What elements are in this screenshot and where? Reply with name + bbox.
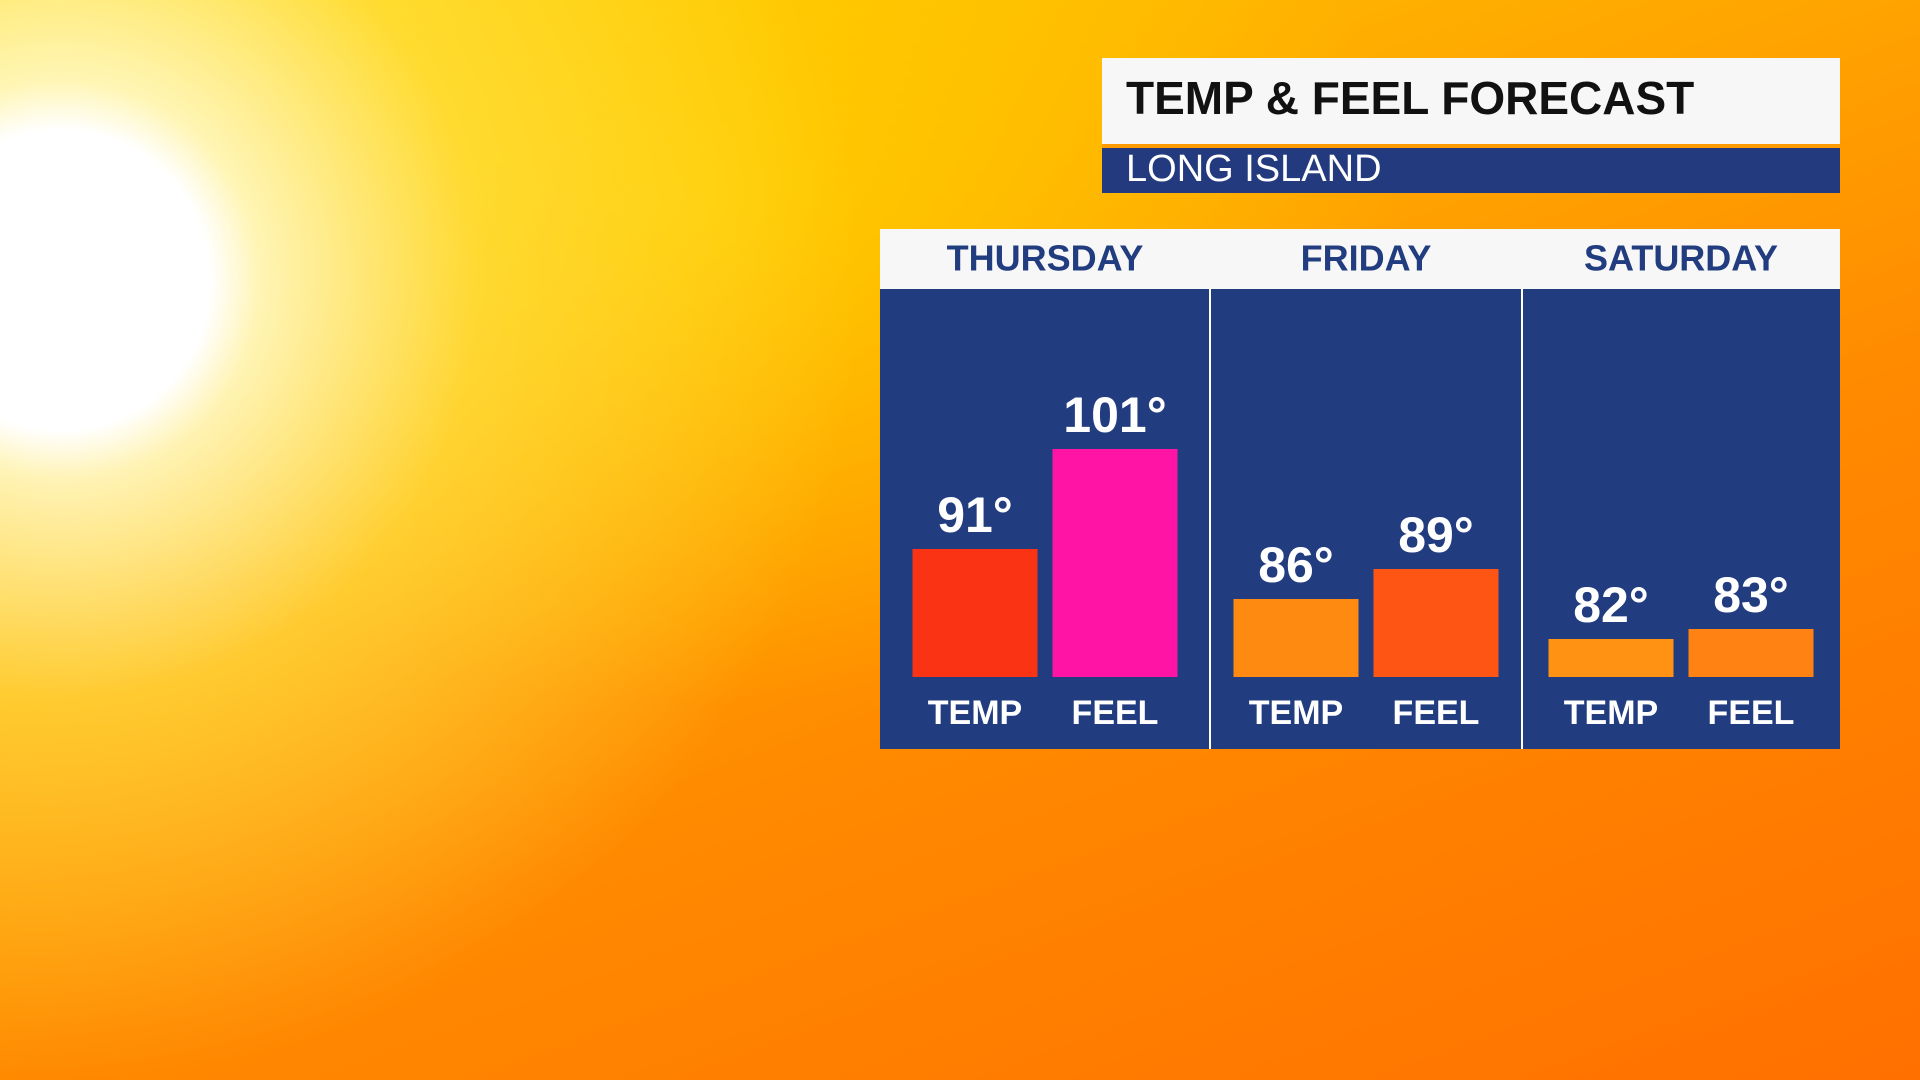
series-label: TEMP (1564, 694, 1658, 732)
header-row (880, 229, 1840, 289)
series-label: TEMP (1249, 694, 1343, 732)
chart-subtitle: LONG ISLAND (1126, 148, 1382, 190)
bar (1548, 639, 1674, 677)
value-label: 91° (937, 487, 1013, 543)
title-rule (1102, 144, 1840, 148)
day-label: THURSDAY (947, 238, 1144, 279)
day-label: FRIDAY (1301, 238, 1432, 279)
value-label: 101° (1063, 387, 1166, 443)
title-box (1102, 58, 1840, 144)
value-label: 82° (1573, 577, 1649, 633)
bar (1373, 569, 1499, 677)
bar (1688, 629, 1814, 677)
value-label: 89° (1398, 507, 1474, 563)
series-label: FEEL (1708, 694, 1795, 732)
series-label: FEEL (1072, 694, 1159, 732)
bar (912, 549, 1038, 677)
chart-title: TEMP & FEEL FORECAST (1126, 72, 1694, 124)
panel (880, 289, 1840, 749)
subtitle-box (1102, 148, 1840, 193)
bar (1233, 599, 1359, 677)
series-label: FEEL (1393, 694, 1480, 732)
bar (1052, 449, 1178, 677)
series-label: TEMP (928, 694, 1022, 732)
value-label: 86° (1258, 537, 1334, 593)
day-label: SATURDAY (1584, 238, 1778, 279)
value-label: 83° (1713, 567, 1789, 623)
